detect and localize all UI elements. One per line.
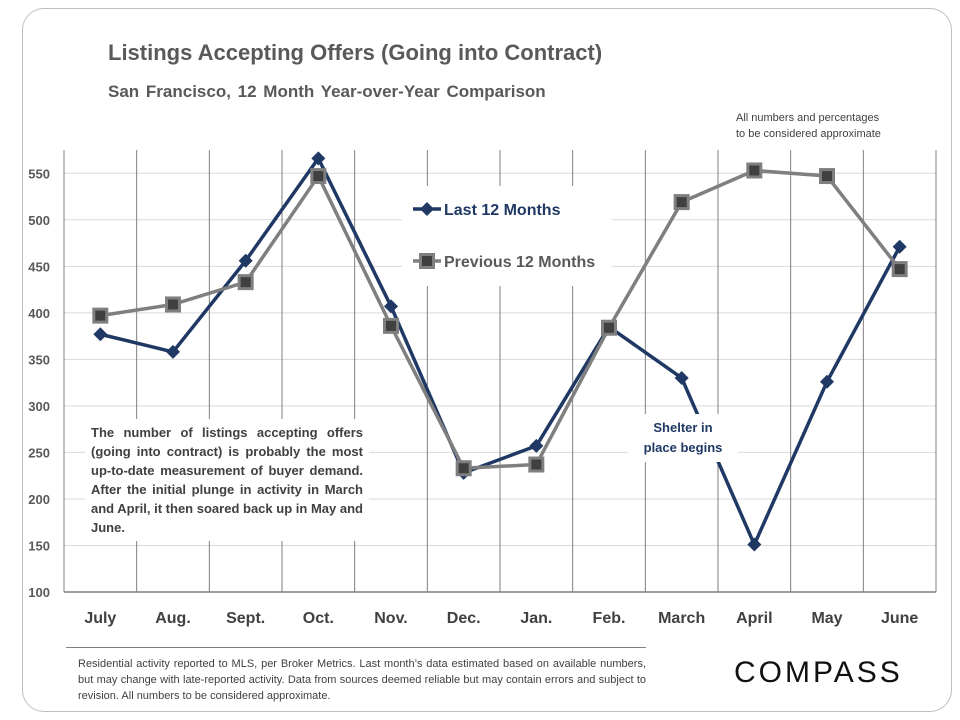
data-point-square: [165, 296, 181, 313]
y-tick-label: 100: [28, 585, 50, 600]
chart-title: Listings Accepting Offers (Going into Co…: [108, 40, 603, 65]
x-tick-label: July: [84, 610, 116, 627]
data-point-diamond: [892, 239, 907, 254]
series-line-last-12-months: [99, 156, 902, 547]
slide-frame: [22, 8, 952, 712]
series-line-previous-12-months: [100, 168, 902, 470]
data-point-square: [92, 307, 109, 324]
data-point-diamond: [311, 151, 326, 166]
chart-subtitle: San Francisco, 12 Month Year-over-Year C…: [108, 82, 546, 101]
data-point-square: [601, 319, 617, 336]
x-tick-label: Sept.: [226, 610, 265, 627]
y-tick-label: 550: [28, 166, 50, 181]
data-point-square: [383, 317, 399, 334]
y-tick-label: 250: [28, 445, 50, 460]
legend-square-icon: [419, 253, 435, 269]
x-tick-label: May: [811, 610, 842, 627]
data-point-square: [819, 168, 835, 185]
shelter-in-place-annotation: Shelter in place begins: [628, 414, 738, 462]
data-point-diamond: [166, 344, 180, 359]
y-tick-label: 150: [28, 538, 50, 553]
y-tick-label: 300: [28, 399, 50, 414]
data-point-diamond: [747, 537, 762, 552]
data-point-diamond: [674, 370, 689, 385]
x-tick-label: Aug.: [155, 610, 191, 627]
disclaimer-line: All numbers and percentages: [736, 112, 880, 124]
legend-label: Previous 12 Months: [444, 254, 595, 271]
y-tick-label: 450: [28, 259, 50, 274]
compass-logo: COMPASS: [734, 656, 903, 689]
footer-divider: [66, 647, 646, 648]
legend-diamond-icon: [420, 202, 434, 216]
data-point-square: [673, 194, 690, 211]
x-tick-label: Jan.: [520, 610, 552, 627]
data-point-diamond: [384, 299, 398, 314]
chart-annotation-note: The number of listings accepting offers …: [85, 419, 369, 541]
data-point-diamond: [238, 253, 253, 268]
disclaimer-line: to be considered approximate: [736, 128, 881, 140]
x-tick-label: Nov.: [374, 610, 407, 627]
data-point-diamond: [820, 374, 834, 389]
data-point-square: [237, 274, 254, 291]
data-point-diamond: [529, 438, 544, 453]
data-point-square: [891, 261, 908, 278]
data-point-diamond: [93, 327, 108, 342]
y-tick-label: 500: [28, 213, 50, 228]
legend-label: Last 12 Months: [444, 202, 561, 219]
data-point-square: [455, 460, 472, 477]
data-point-square: [528, 456, 545, 473]
y-tick-label: 200: [28, 492, 50, 507]
data-point-square: [746, 162, 763, 179]
footer-note: Residential activity reported to MLS, pe…: [78, 658, 646, 702]
data-point-square: [310, 168, 327, 185]
approximate-disclaimer: All numbers and percentages to be consid…: [736, 110, 881, 142]
x-tick-label: March: [658, 610, 705, 627]
annotation-line: place begins: [643, 440, 723, 455]
y-tick-label: 350: [28, 352, 50, 367]
x-tick-label: Feb.: [593, 610, 626, 627]
x-tick-label: June: [881, 610, 918, 627]
x-tick-label: April: [736, 610, 772, 627]
annotation-line: Shelter in: [653, 420, 713, 435]
x-tick-label: Oct.: [303, 610, 334, 627]
legend-box: [402, 186, 612, 286]
x-tick-label: Dec.: [447, 610, 481, 627]
y-tick-label: 400: [28, 306, 50, 321]
